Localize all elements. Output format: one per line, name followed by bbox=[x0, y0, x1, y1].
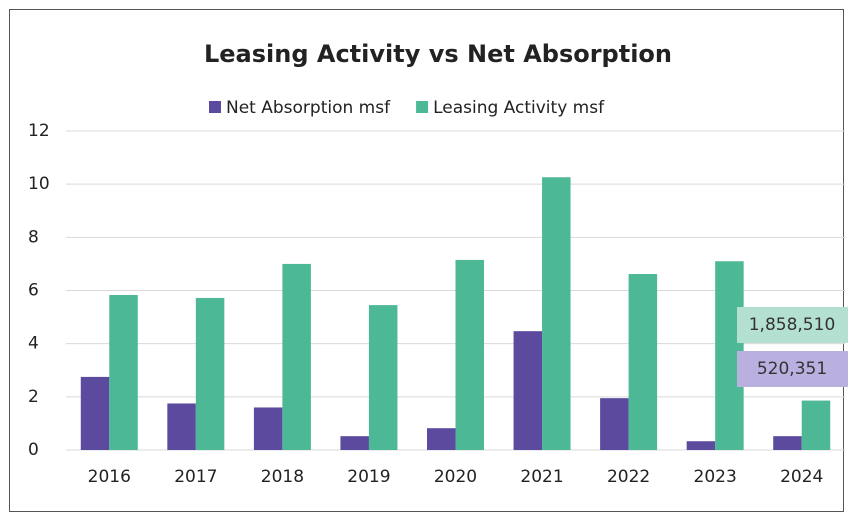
bar bbox=[628, 274, 658, 450]
data-label: 520,351 bbox=[757, 359, 827, 379]
data-label: 1,858,510 bbox=[749, 315, 836, 335]
bar bbox=[167, 403, 196, 450]
y-tick-label: 10 bbox=[28, 174, 50, 194]
legend-label: Net Absorption msf bbox=[226, 98, 391, 118]
legend-label: Leasing Activity msf bbox=[433, 98, 605, 118]
y-tick-label: 8 bbox=[28, 227, 39, 247]
x-tick-label: 2018 bbox=[261, 467, 304, 487]
legend-swatch bbox=[209, 101, 221, 113]
bar bbox=[340, 436, 369, 450]
bar bbox=[455, 259, 484, 450]
data-label-box bbox=[737, 351, 848, 387]
y-tick-label: 2 bbox=[28, 387, 39, 407]
bar bbox=[368, 305, 398, 450]
bar bbox=[195, 297, 225, 450]
bar bbox=[253, 407, 283, 450]
bar bbox=[513, 331, 543, 450]
y-tick-label: 12 bbox=[28, 121, 50, 141]
data-label-box bbox=[737, 307, 848, 343]
x-tick-label: 2023 bbox=[694, 467, 737, 487]
y-tick-label: 4 bbox=[28, 334, 39, 354]
x-tick-label: 2019 bbox=[347, 467, 390, 487]
chart-border bbox=[9, 9, 844, 512]
x-tick-label: 2022 bbox=[607, 467, 650, 487]
x-tick-label: 2021 bbox=[520, 467, 563, 487]
bar bbox=[282, 263, 311, 450]
bar bbox=[427, 428, 456, 450]
x-tick-label: 2016 bbox=[88, 467, 131, 487]
bar bbox=[686, 441, 716, 450]
x-tick-label: 2024 bbox=[780, 467, 823, 487]
bar bbox=[600, 398, 629, 450]
y-tick-label: 0 bbox=[28, 440, 39, 460]
bar bbox=[542, 177, 571, 450]
bar bbox=[773, 436, 802, 450]
bar bbox=[109, 295, 138, 450]
x-tick-label: 2020 bbox=[434, 467, 477, 487]
chart-title: Leasing Activity vs Net Absorption bbox=[204, 40, 672, 68]
bar bbox=[801, 400, 831, 450]
x-tick-label: 2017 bbox=[174, 467, 217, 487]
bar bbox=[80, 376, 110, 450]
legend-swatch bbox=[416, 101, 429, 113]
y-tick-label: 6 bbox=[28, 281, 39, 301]
